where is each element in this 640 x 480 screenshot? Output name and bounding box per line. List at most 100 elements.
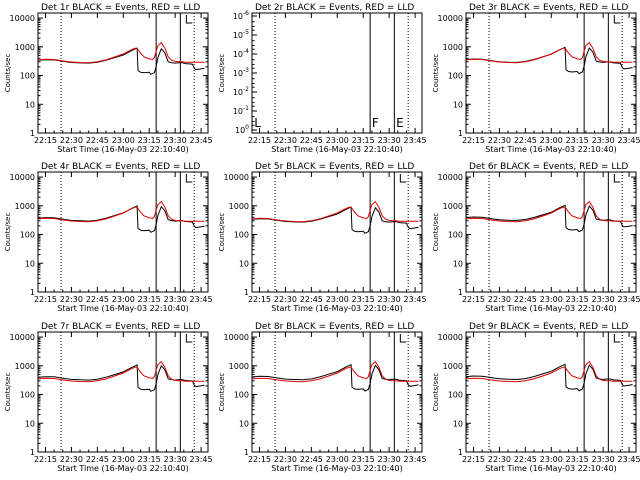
x-tick-label: 22:45 <box>86 295 109 304</box>
lld-line <box>38 41 205 64</box>
y-tick-label: 100 <box>234 231 249 240</box>
corner-marker <box>185 334 193 343</box>
plot-frame <box>251 331 423 453</box>
x-tick-label: 22:45 <box>300 295 323 304</box>
y-tick-label: 10-1 <box>233 105 249 116</box>
x-tick-label: 23:30 <box>164 136 187 145</box>
x-tick-label: 23:45 <box>618 295 640 304</box>
x-tick-label: 23:30 <box>592 295 615 304</box>
y-tick-label: 10000 <box>10 333 35 342</box>
x-tick-label: 23:45 <box>190 295 213 304</box>
panel-title: Det 2r BLACK = Events, RED = LLD <box>255 3 414 13</box>
y-axis-label: Counts/sec <box>218 54 226 93</box>
x-tick-label: 23:45 <box>404 295 427 304</box>
panel-title: Det 3r BLACK = Events, RED = LLD <box>469 3 628 13</box>
y-tick-label: 100 <box>448 391 463 400</box>
y-tick-label: 10 <box>239 259 249 268</box>
y-axis-label: Counts/sec <box>432 54 440 93</box>
y-axis-label: Counts/sec <box>218 373 226 412</box>
x-axis-label: Start Time (16-May-03 22:10:40) <box>271 145 402 154</box>
panel-title: Det 7r BLACK = Events, RED = LLD <box>41 322 200 332</box>
y-tick-label: 1000 <box>229 362 249 371</box>
y-axis-label: Counts/sec <box>432 373 440 412</box>
y-tick-label: 10000 <box>224 173 249 182</box>
y-tick-label: 1 <box>30 129 35 138</box>
x-tick-label: 23:45 <box>404 455 427 464</box>
x-tick-label: 23:00 <box>112 295 135 304</box>
x-tick-label: 22:45 <box>300 136 323 145</box>
x-tick-label: 23:15 <box>138 136 161 145</box>
x-tick-label: 23:30 <box>592 136 615 145</box>
x-tick-label: 22:15 <box>248 136 271 145</box>
y-tick-label: 1000 <box>15 43 35 52</box>
y-tick-label: 1000 <box>443 362 463 371</box>
x-tick-label: 22:45 <box>514 136 537 145</box>
y-tick-label: 10-5 <box>233 29 249 40</box>
corner-marker <box>613 174 621 183</box>
x-axis-label: Start Time (16-May-03 22:10:40) <box>57 464 188 473</box>
plot-frame <box>37 331 209 453</box>
panel-title: Det 4r BLACK = Events, RED = LLD <box>41 162 200 172</box>
x-tick-label: 23:15 <box>566 136 589 145</box>
x-tick-label: 23:00 <box>540 455 563 464</box>
lld-line <box>466 41 633 64</box>
x-tick-label: 22:30 <box>488 136 511 145</box>
corner-marker <box>399 334 407 343</box>
corner-marker <box>185 15 193 24</box>
lld-line <box>252 360 419 383</box>
y-tick-label: 10 <box>25 100 35 109</box>
plot-frame <box>465 331 637 453</box>
y-tick-label: 1000 <box>15 362 35 371</box>
x-tick-label: 22:15 <box>462 295 485 304</box>
lld-line <box>466 360 633 383</box>
x-tick-label: 22:15 <box>34 136 57 145</box>
x-tick-label: 23:30 <box>164 455 187 464</box>
lld-line <box>252 200 419 223</box>
y-tick-label: 10000 <box>438 173 463 182</box>
marker-letter: F <box>372 116 379 130</box>
y-tick-label: 10000 <box>438 14 463 23</box>
y-tick-label: 1 <box>244 448 249 457</box>
events-line <box>38 364 205 392</box>
lld-line <box>466 200 633 223</box>
x-tick-label: 23:45 <box>190 455 213 464</box>
x-tick-label: 22:15 <box>34 295 57 304</box>
y-tick-label: 1 <box>458 129 463 138</box>
x-tick-label: 23:00 <box>326 136 349 145</box>
x-tick-label: 23:15 <box>352 455 375 464</box>
y-tick-label: 100 <box>235 124 249 135</box>
y-tick-label: 100 <box>448 231 463 240</box>
x-tick-label: 23:30 <box>378 455 401 464</box>
x-tick-label: 23:00 <box>540 295 563 304</box>
plot-frame <box>251 171 423 293</box>
x-tick-label: 22:45 <box>86 136 109 145</box>
x-tick-label: 23:15 <box>138 455 161 464</box>
panel-title: Det 8r BLACK = Events, RED = LLD <box>255 322 414 332</box>
x-tick-label: 23:45 <box>404 136 427 145</box>
x-axis-label: Start Time (16-May-03 22:10:40) <box>485 464 616 473</box>
x-tick-label: 23:00 <box>326 455 349 464</box>
y-axis-label: Counts/sec <box>432 213 440 252</box>
y-tick-label: 1000 <box>443 43 463 52</box>
x-tick-label: 22:15 <box>462 455 485 464</box>
x-axis-label: Start Time (16-May-03 22:10:40) <box>57 304 188 313</box>
panel-title: Det 6r BLACK = Events, RED = LLD <box>469 162 628 172</box>
y-tick-label: 10000 <box>438 333 463 342</box>
y-tick-label: 10-4 <box>233 48 249 59</box>
x-tick-label: 22:45 <box>300 455 323 464</box>
x-axis-label: Start Time (16-May-03 22:10:40) <box>271 464 402 473</box>
plot-frame <box>465 12 637 134</box>
x-tick-label: 23:45 <box>618 455 640 464</box>
corner-marker <box>185 174 193 183</box>
plot-frame <box>37 12 209 134</box>
x-tick-label: 22:30 <box>60 136 83 145</box>
y-axis-label: Counts/sec <box>4 213 12 252</box>
y-tick-label: 100 <box>234 391 249 400</box>
y-tick-label: 10-3 <box>233 67 249 78</box>
x-tick-label: 23:30 <box>592 455 615 464</box>
x-axis-label: Start Time (16-May-03 22:10:40) <box>485 304 616 313</box>
events-line <box>466 204 633 233</box>
